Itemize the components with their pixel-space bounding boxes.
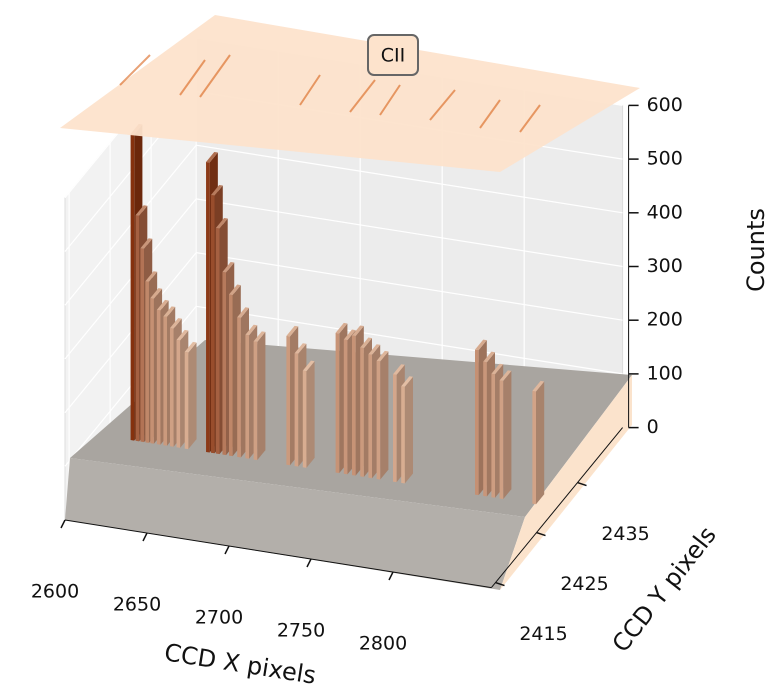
x-tick-label: 2750	[277, 620, 325, 642]
bar-front	[206, 162, 210, 453]
bar-front	[170, 328, 174, 447]
bar	[401, 376, 413, 483]
bar-front	[211, 195, 215, 453]
bar-front	[157, 310, 161, 445]
bar-front	[360, 348, 364, 477]
y-tick-label: 2415	[519, 623, 567, 645]
bar-front	[131, 134, 135, 441]
x-tick	[143, 533, 147, 541]
bar-front	[150, 298, 154, 444]
chart: CII 0 100 200 300 400 500 600 2600 2650 2700 2750 2…	[0, 0, 777, 697]
bar	[377, 351, 389, 480]
bar-front	[368, 354, 372, 478]
bar-front	[475, 350, 479, 496]
bar-side	[380, 351, 388, 479]
bar-front	[336, 333, 340, 473]
z-tick-label: 400	[647, 201, 683, 223]
z-tick-label: 600	[647, 94, 683, 116]
x-tick	[61, 520, 65, 528]
x-tick-label: 2600	[31, 581, 79, 603]
x-tick-label: 2650	[113, 594, 161, 616]
bar-side	[306, 361, 314, 468]
bar-front	[177, 340, 181, 448]
bar	[532, 381, 544, 504]
bar-front	[222, 272, 226, 455]
bar-front	[377, 361, 381, 480]
bar-front	[401, 386, 405, 483]
bar-side	[257, 332, 265, 460]
bar-side	[536, 382, 544, 505]
bar-side	[188, 342, 196, 449]
bar-front	[295, 353, 299, 466]
bar	[500, 370, 512, 499]
z-tick-label: 500	[647, 148, 683, 170]
x-axis-title: CCD X pixels	[162, 638, 317, 690]
bar-front	[286, 336, 290, 465]
x-tick	[389, 572, 393, 580]
x-tick-label: 2800	[359, 633, 407, 655]
z-axis-title: Counts	[742, 208, 770, 292]
x-tick	[225, 546, 229, 554]
x-tick	[307, 559, 311, 567]
bar-front	[229, 295, 233, 457]
bar	[185, 342, 197, 449]
bar-front	[216, 228, 220, 454]
bar-front	[303, 371, 307, 468]
bar	[254, 331, 266, 460]
z-tick-label: 300	[647, 255, 683, 277]
z-tick-label: 100	[647, 362, 683, 384]
bar-side	[503, 371, 511, 499]
bar-front	[352, 335, 356, 475]
bar-front	[140, 248, 144, 442]
bar	[303, 361, 315, 468]
x-tick-label: 2700	[195, 607, 243, 629]
z-tick-label: 0	[647, 416, 659, 438]
bar-front	[393, 374, 397, 482]
bar-front	[344, 340, 348, 475]
bar-front	[237, 317, 241, 457]
bar-front	[532, 391, 536, 504]
bar-front	[163, 316, 167, 445]
bar-side	[405, 377, 413, 484]
bar-front	[136, 215, 140, 441]
bar-front	[245, 335, 249, 459]
bar-front	[254, 341, 258, 460]
bar-front	[491, 374, 495, 498]
bar-front	[185, 352, 189, 449]
y-tick-label: 2435	[601, 523, 649, 545]
y-tick-label: 2425	[560, 573, 608, 595]
annotation: CII	[381, 45, 405, 67]
bar-front	[500, 380, 504, 499]
bar-front	[145, 281, 149, 443]
bar-front	[483, 362, 487, 497]
z-tick-label: 200	[647, 309, 683, 331]
